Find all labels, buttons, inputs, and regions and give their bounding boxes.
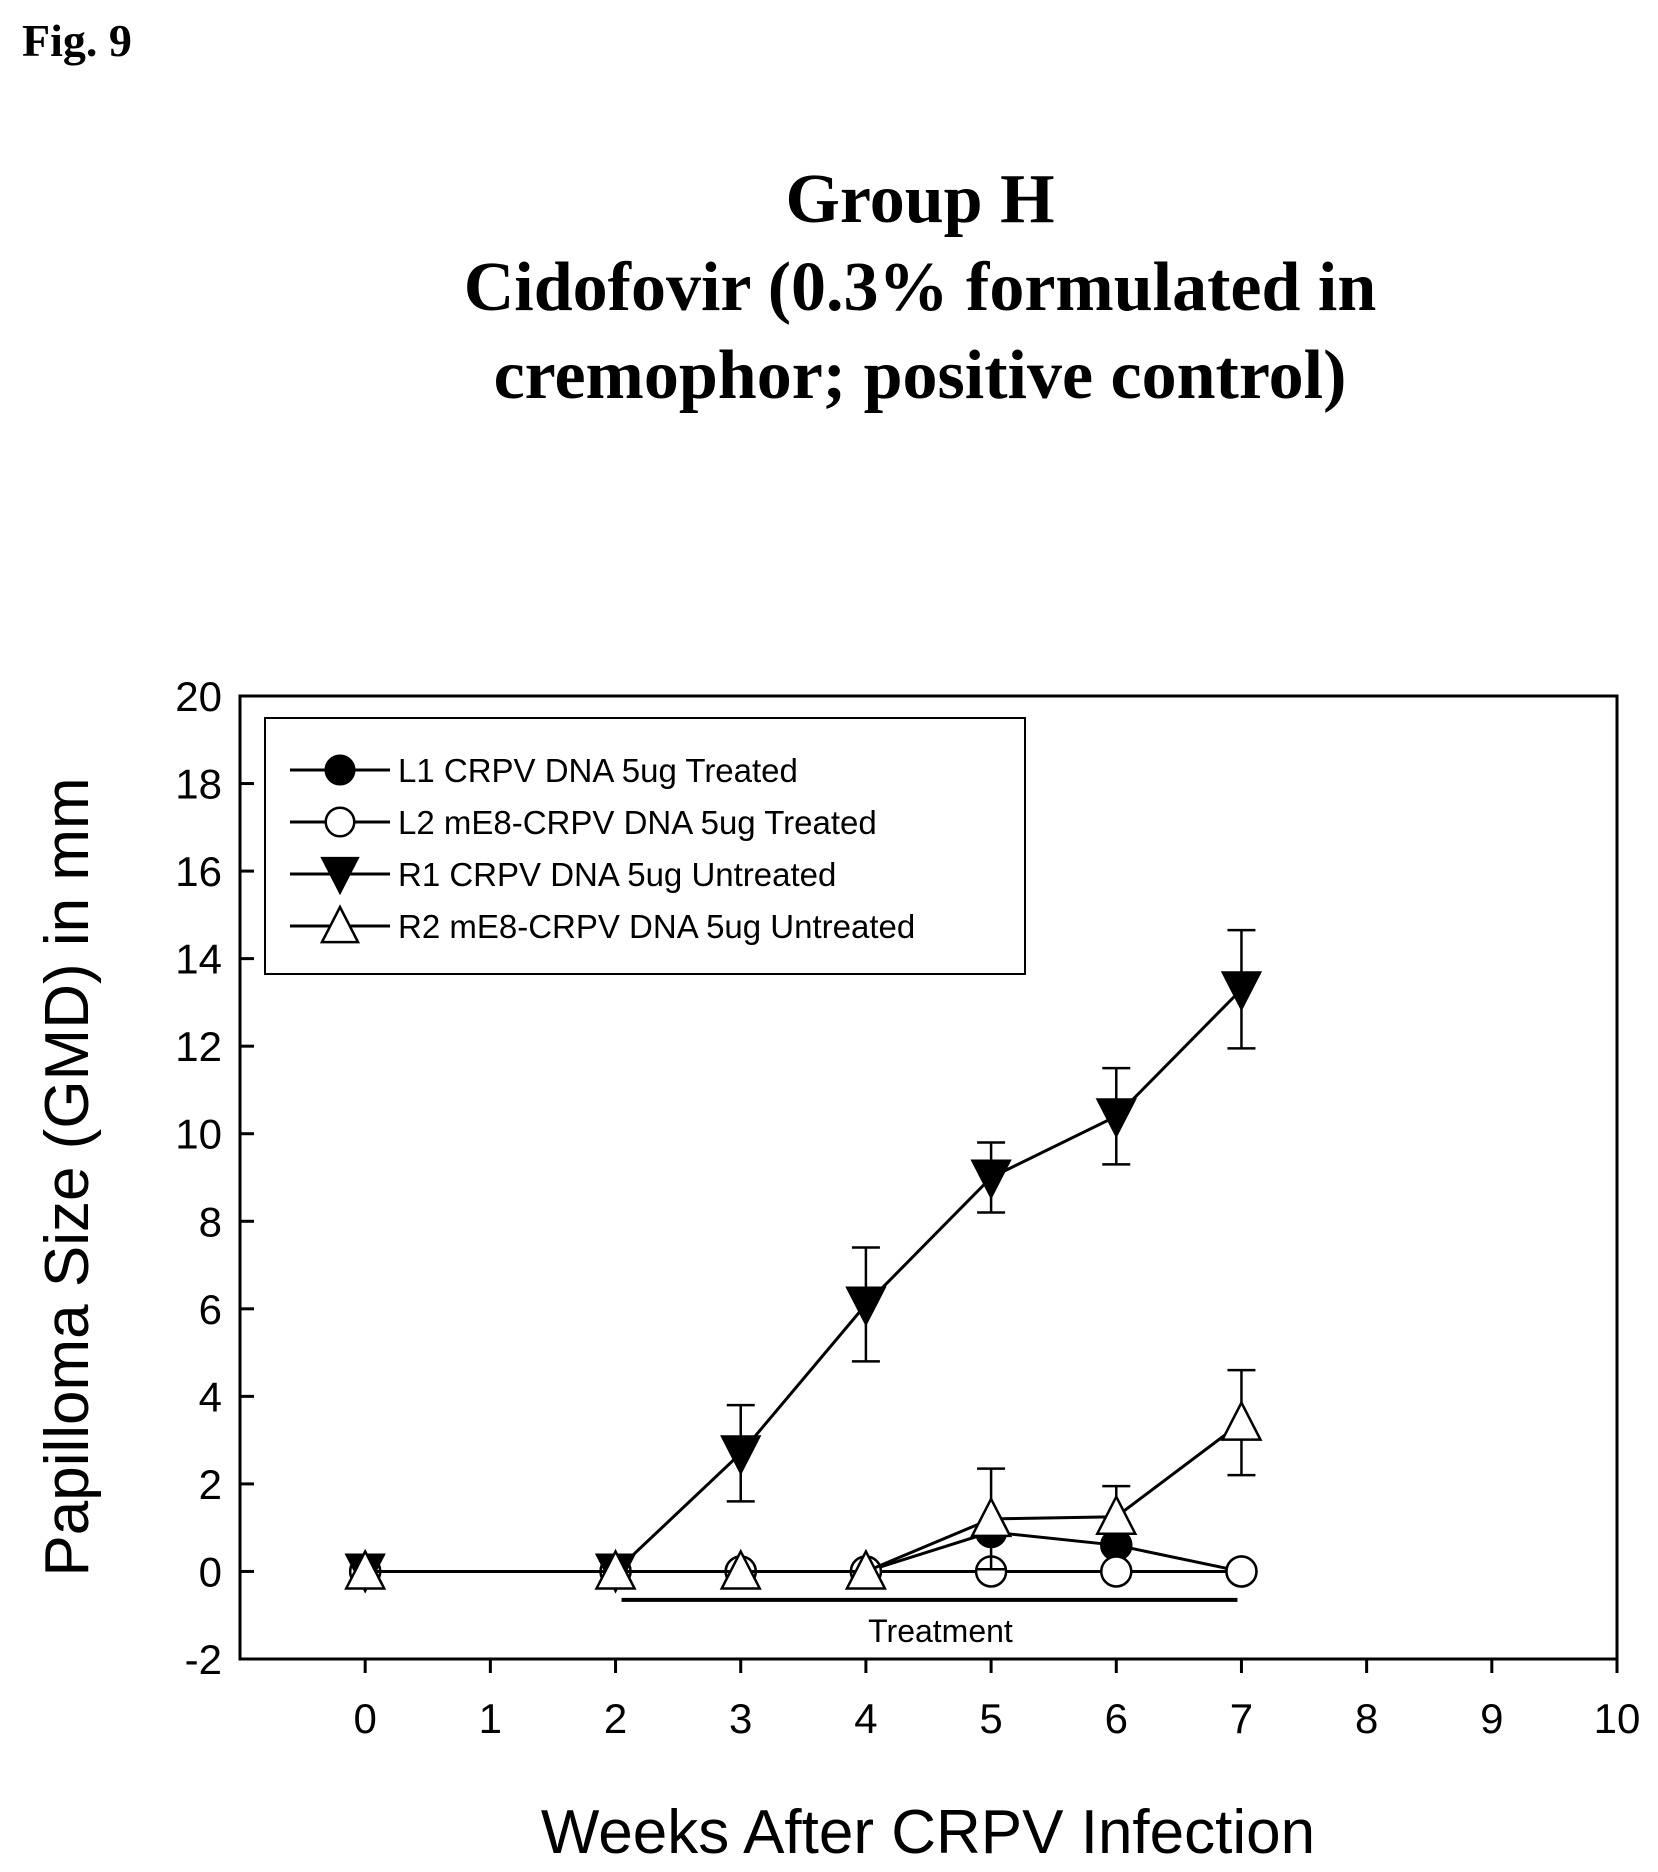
legend-entry-4: R2 mE8-CRPV DNA 5ug Untreated <box>290 904 915 945</box>
legend: L1 CRPV DNA 5ug Treated L2 mE8-CRPV DNA 5… <box>264 717 1026 975</box>
y-tick-label: -2 <box>185 1636 222 1683</box>
marker-open-triangle-up <box>319 904 361 944</box>
marker-filled-triangle-down <box>320 856 360 896</box>
x-tick-label: 9 <box>1480 1695 1503 1742</box>
y-tick-label: 0 <box>199 1548 222 1595</box>
marker-filled-circle <box>324 754 356 786</box>
x-tick-label: 7 <box>1230 1695 1253 1742</box>
marker-open-circle <box>1225 1555 1258 1588</box>
legend-box <box>264 717 1026 975</box>
marker-filled-triangle-down <box>1095 1098 1137 1139</box>
x-tick-label: 2 <box>604 1695 627 1742</box>
x-axis-label: Weeks After CRPV Infection <box>541 1798 1315 1867</box>
legend-entry-2: L2 mE8-CRPV DNA 5ug Treated <box>290 804 877 841</box>
y-axis-label: Papilloma Size (GMD) in mm <box>33 777 102 1576</box>
legend-label: R1 CRPV DNA 5ug Untreated <box>398 856 836 893</box>
legend-label: L1 CRPV DNA 5ug Treated <box>398 752 798 789</box>
series-4 <box>344 1368 1263 1590</box>
y-tick-label: 20 <box>175 673 222 720</box>
x-tick-label: 0 <box>354 1695 377 1742</box>
x-tick-label: 1 <box>479 1695 502 1742</box>
y-tick-label: 2 <box>199 1461 222 1508</box>
plot-frame <box>238 694 1619 1661</box>
y-tick-label: 18 <box>175 761 222 808</box>
series-line <box>365 988 1243 1573</box>
marker-open-triangle-up <box>844 1548 887 1590</box>
y-tick-label: 16 <box>175 848 222 895</box>
y-tick-label: 10 <box>175 1111 222 1158</box>
series-layer <box>344 928 1263 1594</box>
x-tick-label: 8 <box>1355 1695 1378 1742</box>
y-tick-label: 8 <box>199 1198 222 1245</box>
y-tick-label: 4 <box>199 1373 222 1420</box>
marker-open-circle <box>1100 1555 1133 1588</box>
marker-open-circle <box>324 806 356 838</box>
marker-filled-triangle-down <box>970 1159 1012 1200</box>
marker-open-triangle-up <box>719 1548 762 1590</box>
x-tick-label: 10 <box>1594 1695 1641 1742</box>
chart-title-line-1: Group H <box>785 161 1055 238</box>
marker-open-triangle-up <box>970 1496 1013 1538</box>
x-tick-label: 5 <box>979 1695 1002 1742</box>
annotation-layer: Treatment <box>621 1597 1238 1649</box>
x-axis: 0 1 2 3 4 5 6 7 8 9 10 <box>354 1659 1641 1742</box>
y-tick-label: 14 <box>175 936 222 983</box>
figure-label: Fig. 9 <box>22 15 132 66</box>
marker-open-triangle-up <box>344 1548 387 1590</box>
y-tick-label: 6 <box>199 1286 222 1333</box>
marker-open-triangle-up <box>1095 1494 1138 1535</box>
legend-label: R2 mE8-CRPV DNA 5ug Untreated <box>398 908 915 945</box>
chart-title-line-2: Cidofovir (0.3% formulated in <box>463 249 1377 326</box>
x-tick-label: 6 <box>1105 1695 1128 1742</box>
marker-filled-triangle-down <box>720 1435 762 1476</box>
y-tick-label: 12 <box>175 1023 222 1070</box>
series-3 <box>344 928 1263 1594</box>
x-tick-label: 3 <box>729 1695 752 1742</box>
marker-filled-triangle-down <box>1220 971 1263 1012</box>
chart-title-line-3: cremophor; positive control) <box>493 337 1347 414</box>
x-tick-label: 4 <box>854 1695 877 1742</box>
y-axis: -2 0 2 4 6 8 10 12 14 16 18 20 <box>175 673 254 1683</box>
legend-label: L2 mE8-CRPV DNA 5ug Treated <box>398 804 877 841</box>
legend-entry-1: L1 CRPV DNA 5ug Treated <box>290 752 798 789</box>
marker-filled-triangle-down <box>845 1286 887 1327</box>
marker-open-triangle-up <box>594 1548 637 1590</box>
legend-entry-3: R1 CRPV DNA 5ug Untreated <box>290 856 836 896</box>
treatment-label: Treatment <box>868 1613 1013 1649</box>
marker-open-triangle-up <box>1220 1399 1263 1441</box>
